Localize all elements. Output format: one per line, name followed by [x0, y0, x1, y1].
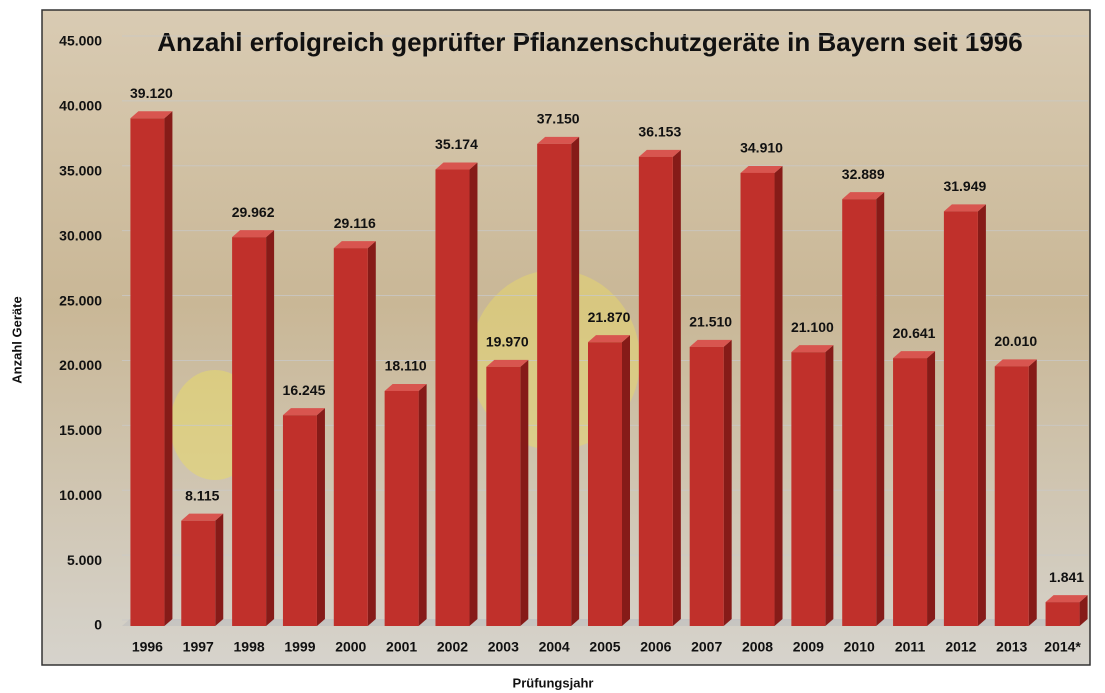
value-label: 20.641	[893, 325, 936, 341]
bar-side	[1029, 359, 1037, 626]
page: Anzahl erfolgreich geprüfter Pflanzensch…	[0, 0, 1105, 693]
bar-side	[825, 345, 833, 626]
value-label: 19.970	[486, 334, 529, 350]
x-tick-label: 2013	[996, 639, 1027, 655]
bar	[181, 521, 215, 626]
value-label: 16.245	[283, 382, 326, 398]
bar	[944, 211, 978, 626]
bar	[385, 391, 419, 626]
x-tick-label: 2006	[640, 639, 671, 655]
bar-side	[215, 514, 223, 626]
bar	[639, 157, 673, 626]
value-label: 29.116	[334, 215, 376, 231]
chart-title: Anzahl erfolgreich geprüfter Pflanzensch…	[157, 27, 1022, 57]
x-tick-label: 1996	[132, 639, 163, 655]
x-tick-label: 2009	[793, 639, 824, 655]
x-tick-label: 2014*	[1044, 639, 1081, 655]
value-label: 21.870	[588, 309, 631, 325]
value-label: 31.949	[943, 178, 986, 194]
bar	[791, 352, 825, 626]
bar	[893, 358, 927, 626]
value-label: 35.174	[435, 136, 478, 152]
bar	[486, 367, 520, 626]
y-tick-label: 0	[94, 617, 102, 633]
x-tick-label: 1998	[234, 639, 265, 655]
bar-side	[978, 204, 986, 626]
bar	[283, 415, 317, 626]
bar-side	[266, 230, 274, 626]
y-tick-label: 40.000	[59, 98, 102, 114]
value-label: 8.115	[185, 487, 219, 503]
value-label: 32.889	[842, 166, 885, 182]
bar-side	[876, 192, 884, 626]
value-label: 18.110	[385, 358, 427, 374]
y-tick-label: 30.000	[59, 227, 102, 243]
x-tick-label: 1999	[284, 639, 315, 655]
bar	[690, 347, 724, 626]
x-tick-label: 1997	[183, 639, 214, 655]
bar	[334, 248, 368, 626]
bar-side	[571, 137, 579, 626]
bar-side	[469, 163, 477, 626]
bar	[435, 170, 469, 626]
bar	[1046, 602, 1080, 626]
bar-side	[622, 335, 630, 626]
value-label: 21.510	[689, 314, 732, 330]
x-tick-label: 2005	[589, 639, 620, 655]
y-tick-label: 15.000	[59, 422, 102, 438]
value-label: 34.910	[740, 140, 783, 156]
x-tick-label: 2001	[386, 639, 417, 655]
y-tick-label: 45.000	[59, 33, 102, 49]
value-label: 39.120	[130, 85, 173, 101]
bar-side	[673, 150, 681, 626]
x-tick-label: 2003	[488, 639, 519, 655]
x-tick-label: 2012	[945, 639, 976, 655]
y-tick-label: 25.000	[59, 292, 102, 308]
bar	[232, 237, 266, 626]
x-tick-label: 2007	[691, 639, 722, 655]
x-tick-label: 2010	[844, 639, 875, 655]
y-tick-label: 35.000	[59, 162, 102, 178]
x-tick-label: 2008	[742, 639, 773, 655]
bar	[842, 199, 876, 626]
value-label: 36.153	[638, 124, 681, 140]
bar	[130, 118, 164, 626]
y-tick-label: 20.000	[59, 357, 102, 373]
value-label: 1.841	[1049, 569, 1084, 585]
chart: Anzahl erfolgreich geprüfter Pflanzensch…	[0, 0, 1105, 693]
x-axis-title: Prüfungsjahr	[513, 675, 594, 690]
bar-side	[724, 340, 732, 626]
y-axis-title: Anzahl Geräte	[9, 296, 24, 383]
bar-side	[317, 408, 325, 626]
bar-side	[927, 351, 935, 626]
value-label: 20.010	[994, 333, 1037, 349]
y-tick-label: 10.000	[59, 487, 102, 503]
x-tick-label: 2011	[895, 639, 926, 655]
value-label: 21.100	[791, 319, 834, 335]
x-tick-label: 2000	[335, 639, 366, 655]
bar-side	[164, 111, 172, 626]
x-tick-label: 2002	[437, 639, 468, 655]
bar	[588, 342, 622, 626]
bar-side	[520, 360, 528, 626]
value-label: 37.150	[537, 111, 580, 127]
x-tick-label: 2004	[539, 639, 570, 655]
bar-side	[775, 166, 783, 626]
bar	[741, 173, 775, 626]
y-tick-label: 5.000	[67, 552, 102, 568]
bar	[537, 144, 571, 626]
bar-side	[368, 241, 376, 626]
value-label: 29.962	[232, 204, 275, 220]
bar-side	[419, 384, 427, 626]
bar	[995, 366, 1029, 626]
